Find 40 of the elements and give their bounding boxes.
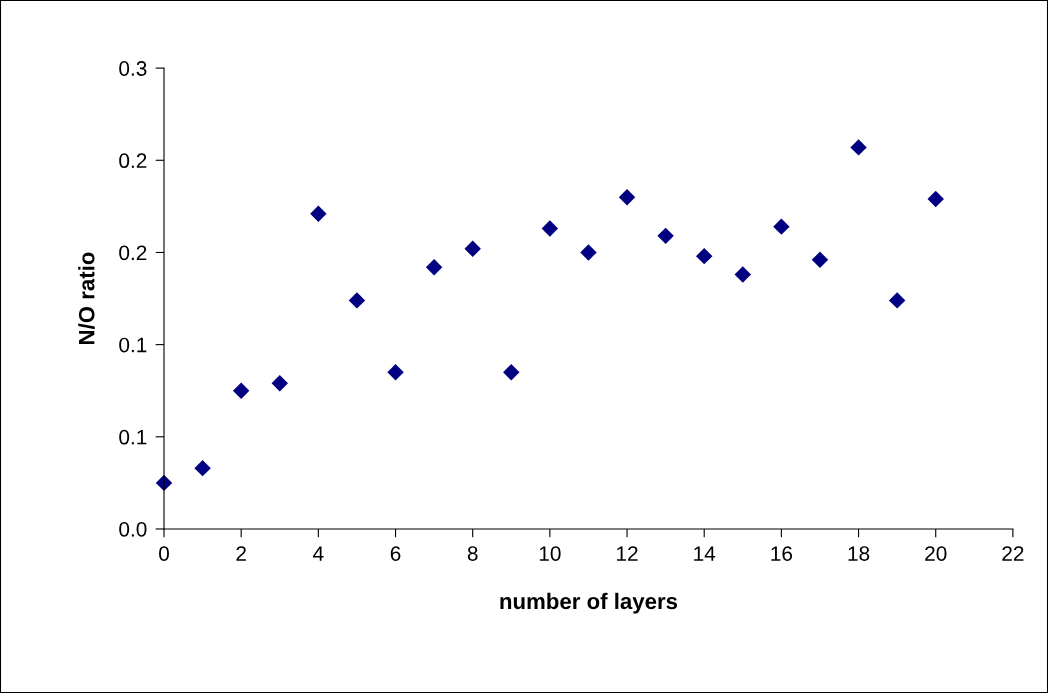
x-tick-label: 8 (467, 546, 478, 561)
point (734, 266, 752, 283)
point (811, 251, 829, 269)
y-axis-title: N/O ratio (78, 252, 95, 344)
x-tick-label: 2 (236, 546, 246, 561)
x-tick-label: 12 (617, 546, 638, 561)
y-tick-label: 0.0 (119, 521, 147, 537)
point (232, 382, 250, 399)
point (657, 227, 674, 245)
point (464, 240, 481, 257)
x-tick-label: 18 (848, 546, 870, 561)
y-tick-label: 0.3 (119, 61, 147, 76)
point (503, 364, 520, 381)
y-tick-label: 0.2 (119, 153, 147, 169)
x-tick-label: 10 (539, 546, 561, 561)
x-tick-label: 20 (925, 546, 947, 561)
point (348, 292, 366, 309)
x-tick-label: 6 (390, 546, 401, 561)
point (194, 459, 211, 477)
point (888, 292, 906, 309)
x-tick-label: 16 (771, 546, 793, 561)
x-tick-label: 4 (313, 546, 324, 561)
y-tick-label: 0.1 (119, 337, 147, 353)
point (310, 205, 327, 222)
point (850, 139, 867, 156)
point (541, 220, 559, 237)
point (773, 218, 790, 235)
x-tick-label: 0 (159, 546, 169, 561)
point (618, 188, 636, 206)
point (387, 364, 404, 381)
point (271, 375, 288, 392)
point (927, 190, 944, 208)
x-tick-label: 22 (1002, 546, 1024, 561)
y-tick-label: 0.2 (119, 245, 147, 261)
point (580, 244, 597, 261)
point (425, 258, 443, 276)
x-axis-title: number of layers (500, 592, 678, 614)
point (695, 247, 713, 265)
y-tick-label: 0.1 (119, 429, 147, 445)
x-tick-label: 14 (694, 546, 716, 561)
